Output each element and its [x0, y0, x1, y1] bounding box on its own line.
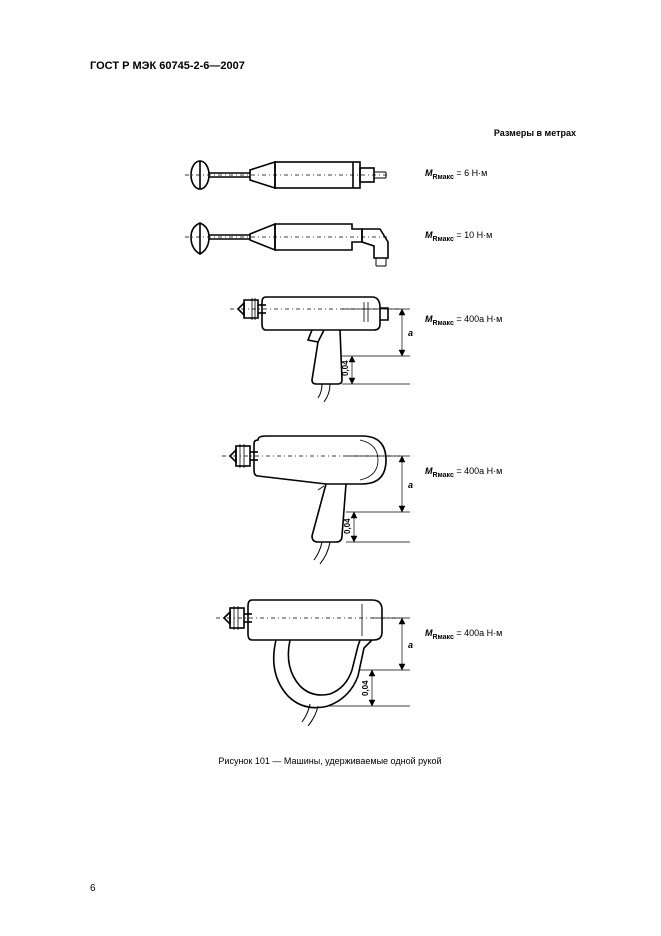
figures-area: MRмакс = 6 Н·м — [90, 150, 570, 766]
label-eq: = 400a Н·м — [454, 628, 502, 638]
dim-a-5: a — [408, 640, 413, 650]
torque-label-2: MRмакс = 10 Н·м — [425, 230, 492, 243]
label-m: M — [425, 628, 433, 638]
figure-caption: Рисунок 101 — Машины, удерживаемые одной… — [90, 756, 570, 766]
label-sub: Rмакс — [433, 472, 454, 479]
label-eq: = 10 Н·м — [454, 230, 492, 240]
label-m: M — [425, 230, 433, 240]
label-sub: Rмакс — [433, 634, 454, 641]
tool-pistol-2: a 0,04 — [90, 426, 420, 576]
torque-label-5: MRмакс = 400a Н·м — [425, 628, 502, 641]
torque-label-1: MRмакс = 6 Н·м — [425, 168, 487, 181]
label-m: M — [425, 314, 433, 324]
dim-a-3: a — [408, 328, 413, 338]
figure-row-4: a 0,04 MRмакс = 400a Н·м — [90, 426, 570, 576]
figure-row-2: MRмакс = 10 Н·м — [90, 212, 570, 272]
label-eq: = 400a Н·м — [454, 466, 502, 476]
figure-row-5: a 0,04 MRмакс = 400a Н·м — [90, 588, 570, 738]
tool-dhandle: a 0,04 — [90, 588, 420, 738]
tool-pistol-1: a 0,04 — [90, 284, 420, 414]
label-sub: Rмакс — [433, 320, 454, 327]
dim-a-4: a — [408, 480, 413, 490]
dim-004-5: 0,04 — [361, 680, 370, 696]
torque-label-3: MRмакс = 400a Н·м — [425, 314, 502, 327]
units-label: Размеры в метрах — [494, 128, 576, 138]
label-eq: = 400a Н·м — [454, 314, 502, 324]
dim-004-3: 0,04 — [341, 360, 350, 376]
dim-004-4: 0,04 — [343, 518, 352, 534]
label-sub: Rмакс — [433, 174, 454, 181]
doc-header: ГОСТ Р МЭК 60745-2-6—2007 — [90, 60, 591, 72]
page-number: 6 — [90, 883, 96, 894]
figure-row-1: MRмакс = 6 Н·м — [90, 150, 570, 200]
tool-straight-1 — [90, 150, 420, 200]
label-m: M — [425, 466, 433, 476]
label-eq: = 6 Н·м — [454, 168, 487, 178]
figure-row-3: a 0,04 MRмакс = 400a Н·м — [90, 284, 570, 414]
label-sub: Rмакс — [433, 236, 454, 243]
tool-straight-2 — [90, 212, 420, 272]
torque-label-4: MRмакс = 400a Н·м — [425, 466, 502, 479]
label-m: M — [425, 168, 433, 178]
